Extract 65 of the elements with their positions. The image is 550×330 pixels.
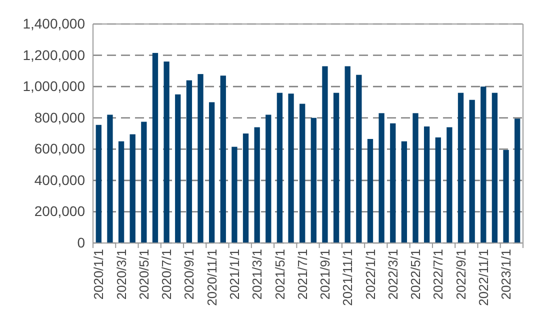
x-tick-label: 2022/11/1 (476, 249, 491, 306)
y-tick-label: 200,000 (34, 203, 86, 220)
x-tick-label: 2022/3/1 (385, 249, 400, 300)
bar (446, 127, 452, 243)
bar (232, 146, 238, 243)
bar (322, 66, 328, 243)
bar (175, 94, 181, 243)
x-tick-label: 2021/1/1 (226, 249, 242, 300)
bar (242, 134, 249, 243)
bar (480, 86, 486, 243)
y-tick-label: 600,000 (34, 140, 86, 157)
x-tick-label: 2020/9/1 (182, 249, 197, 300)
x-tick-label: 2021/7/1 (294, 249, 310, 300)
bar (424, 126, 430, 243)
bar (333, 92, 340, 243)
bar (412, 113, 418, 243)
bar (492, 92, 498, 243)
bar (276, 92, 283, 243)
bar (458, 92, 464, 243)
x-tick-label: 2022/5/1 (408, 249, 424, 300)
bar (96, 124, 102, 243)
x-tick-label: 2022/9/1 (453, 249, 468, 300)
bar (503, 150, 509, 243)
x-tick-label: 2020/7/1 (159, 249, 174, 300)
x-tick-label: 2020/1/1 (91, 249, 106, 300)
bar (266, 114, 272, 243)
bar (300, 104, 306, 243)
y-tick-label: 1,400,000 (22, 15, 86, 32)
bar (288, 94, 294, 243)
y-tick-label: 1,000,000 (22, 78, 86, 94)
x-tick-label: 2021/11/1 (340, 249, 356, 306)
bar (186, 80, 192, 243)
bar (220, 76, 226, 243)
bar (254, 127, 260, 243)
bar (390, 123, 396, 243)
x-tick-label: 2020/5/1 (136, 249, 152, 300)
bar (356, 74, 362, 243)
bar (344, 66, 350, 243)
x-tick-label: 2021/3/1 (250, 249, 265, 300)
y-tick-label: 0 (77, 234, 86, 250)
x-tick-label: 2022/1/1 (362, 249, 378, 300)
x-tick-label: 2021/9/1 (318, 249, 333, 300)
bar (310, 118, 316, 243)
bar (208, 102, 215, 243)
bar (130, 134, 136, 243)
x-tick-label: 2022/7/1 (430, 249, 446, 300)
x-tick-label: 2020/11/1 (204, 249, 220, 306)
bar (164, 62, 170, 243)
bar (401, 141, 408, 243)
y-tick-label: 800,000 (34, 109, 86, 126)
y-tick-label: 400,000 (34, 172, 86, 188)
bar (198, 74, 204, 243)
bar (118, 141, 124, 243)
x-tick-label: 2021/5/1 (272, 249, 288, 300)
bar (378, 113, 384, 243)
bar (141, 122, 147, 243)
bar (107, 114, 113, 243)
y-tick-label: 1,200,000 (22, 46, 86, 63)
bar (367, 138, 374, 243)
bar (152, 52, 158, 243)
bar (469, 100, 475, 243)
bar (435, 137, 441, 243)
x-tick-label: 2023/1/1 (498, 249, 514, 300)
x-tick-label: 2020/3/1 (114, 249, 129, 300)
bar (514, 118, 520, 243)
